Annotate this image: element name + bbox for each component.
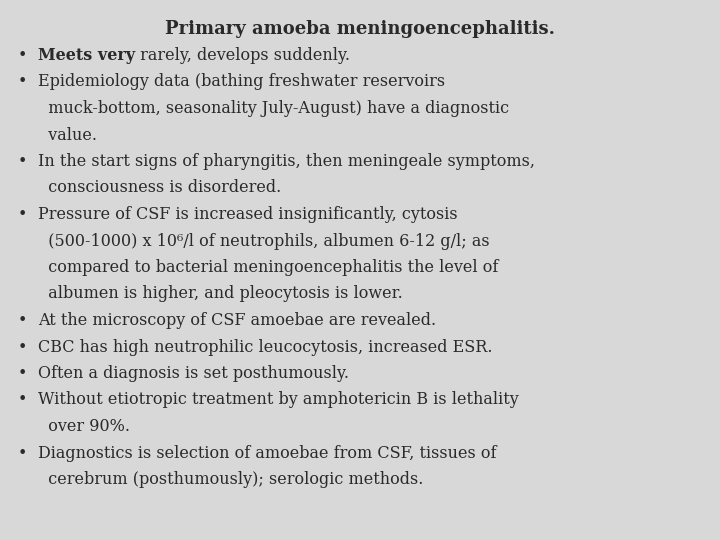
Text: albumen is higher, and pleocytosis is lower.: albumen is higher, and pleocytosis is lo… bbox=[38, 286, 402, 302]
Text: In the start signs of pharyngitis, then meningeale symptoms,: In the start signs of pharyngitis, then … bbox=[38, 153, 535, 170]
Text: •: • bbox=[18, 392, 27, 408]
Text: •: • bbox=[18, 47, 27, 64]
Text: value.: value. bbox=[38, 126, 97, 144]
Text: •: • bbox=[18, 206, 27, 223]
Text: cerebrum (posthumously); serologic methods.: cerebrum (posthumously); serologic metho… bbox=[38, 471, 423, 488]
Text: •: • bbox=[18, 153, 27, 170]
Text: •: • bbox=[18, 73, 27, 91]
Text: compared to bacterial meningoencephalitis the level of: compared to bacterial meningoencephaliti… bbox=[38, 259, 498, 276]
Text: Meets very: Meets very bbox=[38, 47, 135, 64]
Text: Pressure of CSF is increased insignificantly, cytosis: Pressure of CSF is increased insignifica… bbox=[38, 206, 458, 223]
Text: At the microscopy of CSF amoebae are revealed.: At the microscopy of CSF amoebae are rev… bbox=[38, 312, 436, 329]
Text: consciousness is disordered.: consciousness is disordered. bbox=[38, 179, 282, 197]
Text: Often a diagnosis is set posthumously.: Often a diagnosis is set posthumously. bbox=[38, 365, 349, 382]
Text: •: • bbox=[18, 312, 27, 329]
Text: •: • bbox=[18, 444, 27, 462]
Text: Diagnostics is selection of amoebae from CSF, tissues of: Diagnostics is selection of amoebae from… bbox=[38, 444, 497, 462]
Text: Primary amoeba meningoencephalitis.: Primary amoeba meningoencephalitis. bbox=[165, 20, 555, 38]
Text: rarely, develops suddenly.: rarely, develops suddenly. bbox=[135, 47, 350, 64]
Text: •: • bbox=[18, 365, 27, 382]
Text: Without etiotropic treatment by amphotericin B is lethality: Without etiotropic treatment by amphoter… bbox=[38, 392, 518, 408]
Text: CBC has high neutrophilic leucocytosis, increased ESR.: CBC has high neutrophilic leucocytosis, … bbox=[38, 339, 492, 355]
Text: •: • bbox=[18, 339, 27, 355]
Text: Epidemiology data (bathing freshwater reservoirs: Epidemiology data (bathing freshwater re… bbox=[38, 73, 445, 91]
Text: (500-1000) x 10⁶/l of neutrophils, albumen 6-12 g/l; as: (500-1000) x 10⁶/l of neutrophils, album… bbox=[38, 233, 490, 249]
Text: over 90%.: over 90%. bbox=[38, 418, 130, 435]
Text: muck-bottom, seasonality July-August) have a diagnostic: muck-bottom, seasonality July-August) ha… bbox=[38, 100, 509, 117]
